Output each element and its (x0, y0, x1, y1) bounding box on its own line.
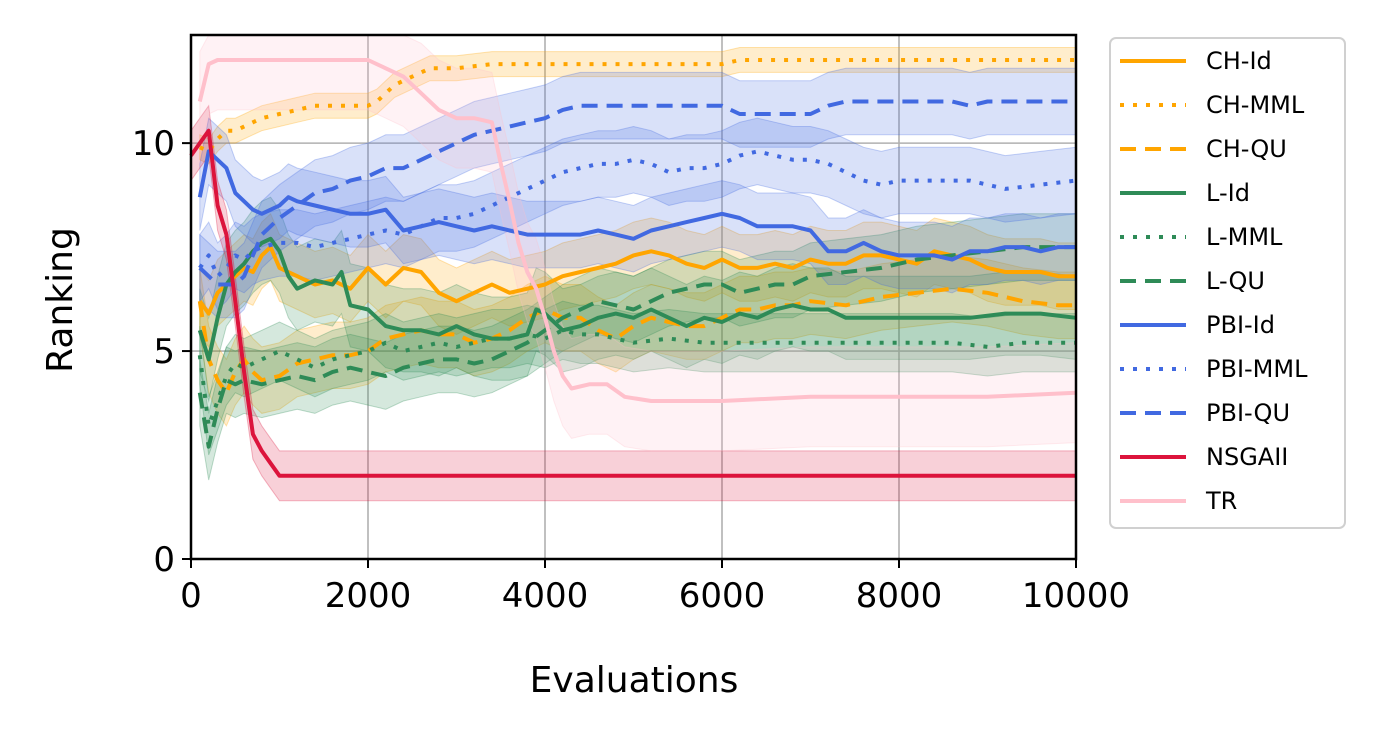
y-tick-label: 10 (132, 124, 175, 164)
y-axis-label: Ranking (40, 227, 81, 373)
y-tick-label: 5 (153, 332, 175, 372)
line-l-id (197, 236, 1077, 362)
line-pbi-id (197, 149, 1076, 262)
legend-label-tr: TR (1205, 487, 1237, 515)
line-nsgaii (189, 128, 1076, 478)
legend-label-l-qu: L-QU (1206, 267, 1265, 295)
y-tick-label: 0 (153, 540, 175, 580)
x-tick-label: 0 (180, 576, 202, 616)
axis-ticks: 0 2000 4000 6000 8000 10000 0 5 10 (132, 124, 1130, 616)
line-ch-qu (197, 286, 1076, 395)
plot-frame (189, 33, 1078, 561)
x-axis-label: Evaluations (530, 660, 739, 701)
legend-label-nsgaii: NSGAII (1206, 443, 1288, 471)
x-tick-label: 8000 (856, 576, 943, 616)
legend-label-pbi-id: PBI-Id (1206, 311, 1275, 339)
x-tick-label: 2000 (325, 576, 412, 616)
legend-label-l-id: L-Id (1206, 179, 1250, 207)
x-tick-label: 6000 (679, 576, 766, 616)
line-tr (197, 58, 1077, 403)
legend-label-l-mml: L-MML (1206, 223, 1283, 251)
line-l-qu (197, 245, 1076, 449)
legend-label-pbi-qu: PBI-QU (1206, 399, 1290, 427)
legend-label-ch-qu: CH-QU (1206, 135, 1287, 163)
line-pbi-qu (198, 99, 1076, 287)
legend-box (1109, 37, 1346, 529)
legend-label-ch-id: CH-Id (1206, 47, 1272, 75)
legend-label-ch-mml: CH-MML (1206, 91, 1305, 119)
legend: CH-Id CH-MML CH-QU L-Id L-MML L-QU PBI-Id PBI-M… (1109, 37, 1346, 529)
confidence-bands (190, 34, 1077, 502)
line-ch-id (198, 245, 1076, 316)
x-tick-label: 4000 (502, 576, 589, 616)
series-lines (189, 58, 1077, 478)
x-tick-label: 10000 (1022, 576, 1130, 616)
legend-label-pbi-mml: PBI-MML (1206, 355, 1308, 383)
